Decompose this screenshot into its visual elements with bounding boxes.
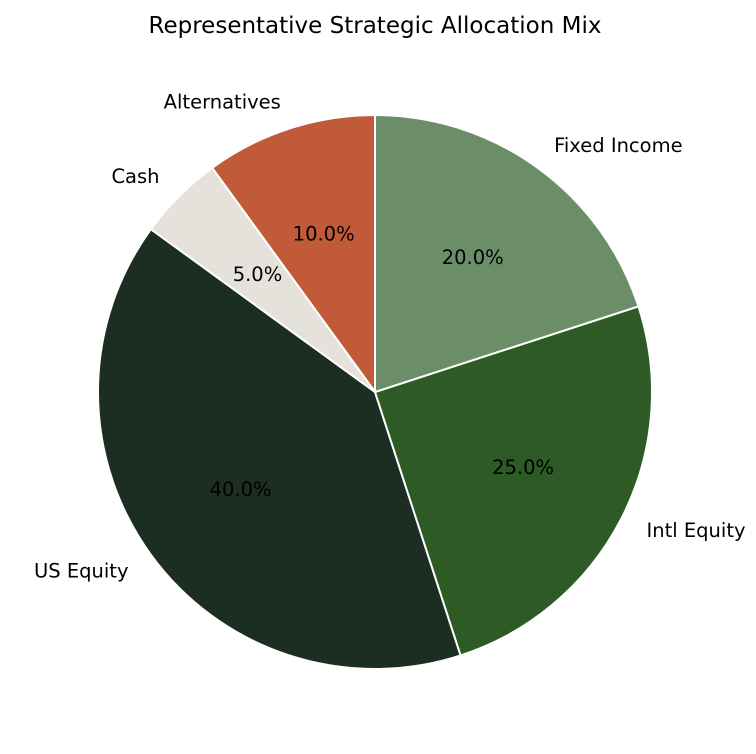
pie-slice-alternatives: [211, 114, 376, 393]
pie-value-label-cash: 5.0%: [233, 263, 283, 286]
pie-slices: [97, 114, 653, 670]
pie-slice-cash: [149, 166, 376, 393]
pie-value-label-alternatives: 10.0%: [293, 222, 355, 245]
pie-category-label-intl-equity: Intl Equity: [646, 519, 745, 542]
pie-category-label-cash: Cash: [111, 165, 159, 188]
pie-slice-intl-equity: [374, 305, 653, 657]
pie-category-labels: US Equity Intl Equity Fixed Income Alternat…: [34, 91, 746, 583]
pie-category-label-us-equity: US Equity: [34, 560, 129, 583]
pie-value-label-fixed-income: 20.0%: [442, 246, 504, 269]
pie-category-label-alternatives: Alternatives: [164, 91, 281, 114]
chart-title: Representative Strategic Allocation Mix: [149, 13, 602, 39]
pie-value-labels: 40.0% 25.0% 20.0% 10.0% 5.0%: [210, 222, 554, 501]
pie-value-label-intl-equity: 25.0%: [492, 456, 554, 479]
pie-slice-us-equity: [97, 228, 462, 670]
pie-slice-fixed-income: [374, 114, 640, 393]
pie-value-label-us-equity: 40.0%: [210, 478, 272, 501]
pie-category-label-fixed-income: Fixed Income: [554, 134, 682, 157]
